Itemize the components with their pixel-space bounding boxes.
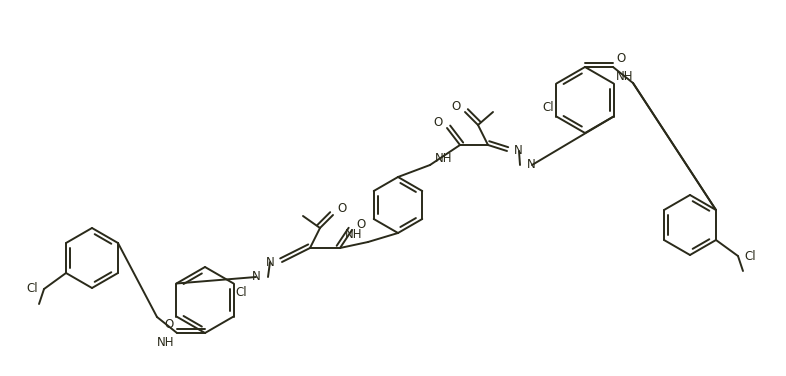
Text: Cl: Cl	[236, 286, 248, 299]
Text: N: N	[514, 144, 523, 158]
Text: O: O	[616, 53, 625, 65]
Text: O: O	[165, 318, 174, 332]
Text: NH: NH	[616, 70, 634, 82]
Text: O: O	[356, 217, 365, 230]
Text: N: N	[252, 270, 261, 284]
Text: N: N	[527, 159, 536, 171]
Text: O: O	[337, 203, 347, 215]
Text: Cl: Cl	[744, 250, 755, 262]
Text: NH: NH	[156, 335, 174, 349]
Text: N: N	[266, 256, 275, 268]
Text: NH: NH	[435, 152, 453, 165]
Text: O: O	[452, 100, 461, 112]
Text: O: O	[434, 115, 443, 129]
Text: NH: NH	[344, 229, 362, 241]
Text: Cl: Cl	[543, 101, 554, 114]
Text: Cl: Cl	[27, 282, 38, 296]
